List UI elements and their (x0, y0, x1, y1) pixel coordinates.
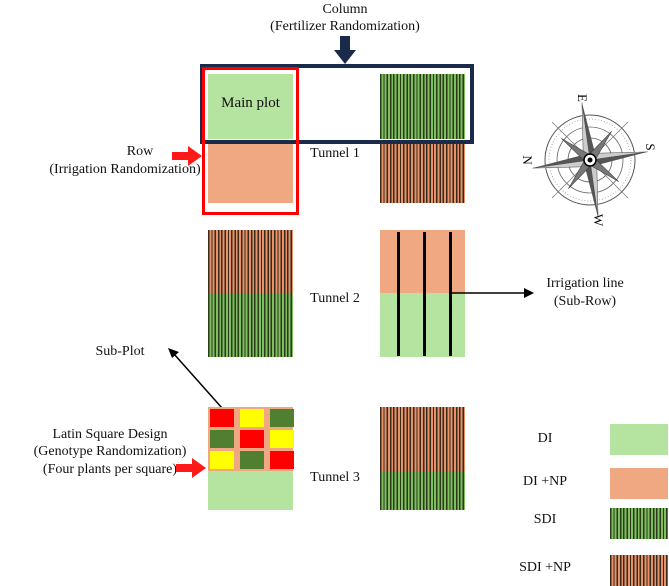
compass-e: E (575, 94, 590, 102)
legend-sdi-swatch (610, 508, 668, 539)
main-plot-di (208, 74, 293, 139)
irrigation-sublabel: (Sub-Row) (553, 294, 617, 309)
legend-sdi-np-label: SDI +NP (519, 560, 571, 575)
latin-cell (210, 430, 234, 448)
latin-sublabel: (Genotype Randomization) (33, 444, 187, 459)
compass-s: S (643, 143, 658, 150)
legend-di-label: DI (537, 431, 553, 446)
latin-cell (210, 451, 234, 469)
irrigation-line (423, 232, 426, 356)
plot-di (208, 471, 293, 510)
plot-sdi-np (380, 140, 465, 203)
latin-cell (240, 430, 264, 448)
irrigation-label: Irrigation line (546, 276, 624, 291)
subplot-arrow-icon (168, 348, 223, 409)
latin-cell (270, 409, 294, 427)
plot-sdi-np (208, 230, 293, 293)
row-subtitle: (Irrigation Randomization) (49, 162, 201, 177)
irrigation-line (449, 232, 452, 356)
row-title: Row (126, 144, 154, 159)
tunnel-3-label: Tunnel 3 (310, 470, 360, 485)
latin-cell (270, 451, 294, 469)
main-plot-label: Main plot (221, 95, 280, 111)
latin-cell (240, 451, 264, 469)
column-subtitle: (Fertilizer Randomization) (270, 19, 420, 34)
latin-note: (Four plants per square) (42, 462, 178, 477)
latin-arrow-icon (176, 458, 206, 478)
column-arrow-icon (334, 36, 356, 64)
latin-cell (240, 409, 264, 427)
plot-sdi-np (380, 407, 465, 471)
plot-sdi (380, 471, 465, 510)
compass-w: W (591, 214, 606, 227)
subplot-label: Sub-Plot (95, 344, 145, 359)
tunnel-1-label: Tunnel 1 (310, 146, 360, 161)
column-title: Column (322, 2, 368, 17)
latin-label: Latin Square Design (52, 427, 168, 442)
latin-cell (270, 430, 294, 448)
plot-sdi (380, 74, 465, 139)
row-box (202, 67, 299, 215)
latin-square (208, 407, 294, 471)
legend-sdi-label: SDI (533, 512, 557, 527)
row-arrow-icon (172, 146, 202, 166)
tunnel-2-label: Tunnel 2 (310, 291, 360, 306)
irrigation-arrow-icon (450, 288, 534, 298)
compass-n: N (520, 155, 535, 165)
latin-cell (210, 409, 234, 427)
irrigation-line (397, 232, 400, 356)
legend-di-np-swatch (610, 468, 668, 499)
legend-sdi-np-swatch (610, 555, 668, 586)
plot-di-np (208, 140, 293, 203)
legend-di-swatch (610, 424, 668, 455)
compass-icon: N E S W (520, 94, 658, 227)
legend-di-np-label: DI +NP (522, 474, 568, 489)
plot-sdi (208, 293, 293, 357)
